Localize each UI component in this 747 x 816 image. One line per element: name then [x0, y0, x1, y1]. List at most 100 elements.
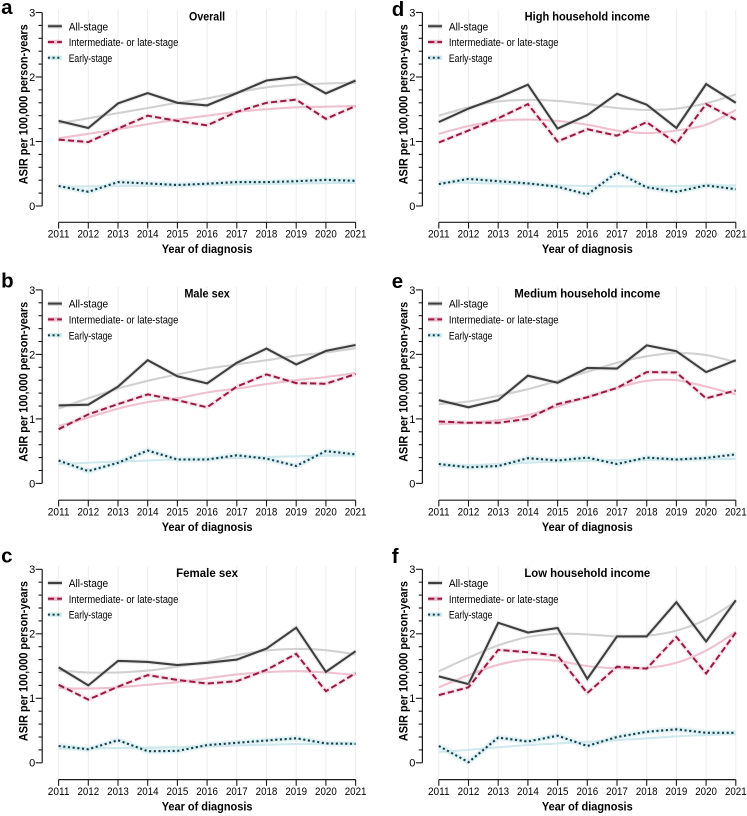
svg-text:1: 1 [409, 693, 415, 705]
svg-text:Year of diagnosis: Year of diagnosis [542, 522, 633, 534]
svg-text:2012: 2012 [77, 786, 99, 798]
svg-text:2019: 2019 [285, 506, 307, 518]
svg-text:3: 3 [409, 285, 415, 297]
svg-text:Early-stage: Early-stage [69, 53, 113, 65]
svg-text:2: 2 [409, 629, 415, 641]
svg-text:1: 1 [409, 136, 415, 148]
svg-text:2021: 2021 [345, 229, 367, 241]
svg-text:2: 2 [409, 349, 415, 361]
svg-text:2011: 2011 [428, 506, 450, 518]
svg-text:2015: 2015 [167, 506, 189, 518]
svg-text:b: b [1, 270, 14, 293]
svg-text:Intermediate- or late-stage: Intermediate- or late-stage [69, 37, 179, 49]
svg-text:2015: 2015 [167, 229, 189, 241]
svg-text:2016: 2016 [196, 229, 218, 241]
svg-text:2011: 2011 [48, 506, 70, 518]
svg-text:All-stage: All-stage [69, 578, 108, 590]
svg-text:2015: 2015 [547, 229, 569, 241]
svg-text:Early-stage: Early-stage [449, 610, 493, 622]
svg-text:2: 2 [29, 72, 35, 84]
svg-text:Intermediate- or late-stage: Intermediate- or late-stage [69, 315, 179, 327]
svg-text:High household income: High household income [525, 9, 650, 23]
svg-text:Overall: Overall [189, 9, 225, 23]
svg-text:2013: 2013 [487, 229, 509, 241]
svg-text:2012: 2012 [77, 506, 99, 518]
svg-text:2014: 2014 [517, 229, 539, 241]
svg-text:2020: 2020 [695, 786, 717, 798]
svg-text:3: 3 [29, 564, 35, 576]
svg-text:2015: 2015 [547, 506, 569, 518]
svg-text:1: 1 [29, 693, 35, 705]
svg-text:Early-stage: Early-stage [449, 53, 493, 65]
svg-text:1: 1 [29, 414, 35, 426]
svg-text:3: 3 [409, 564, 415, 576]
svg-text:2021: 2021 [345, 506, 367, 518]
svg-text:2013: 2013 [487, 506, 509, 518]
svg-text:2016: 2016 [576, 506, 598, 518]
svg-text:2020: 2020 [695, 506, 717, 518]
svg-text:2012: 2012 [458, 229, 480, 241]
svg-text:2017: 2017 [226, 506, 248, 518]
svg-text:All-stage: All-stage [449, 21, 488, 33]
svg-text:0: 0 [409, 201, 415, 213]
svg-text:2015: 2015 [167, 786, 189, 798]
svg-text:2014: 2014 [137, 229, 159, 241]
svg-text:2011: 2011 [48, 786, 70, 798]
svg-text:Year of diagnosis: Year of diagnosis [542, 801, 633, 813]
svg-text:All-stage: All-stage [69, 299, 108, 311]
svg-text:0: 0 [29, 478, 35, 490]
svg-text:2013: 2013 [487, 786, 509, 798]
svg-text:0: 0 [409, 478, 415, 490]
svg-text:ASIR per 100,000 person-years: ASIR per 100,000 person-years [19, 24, 31, 184]
svg-text:Medium household income: Medium household income [514, 287, 660, 301]
svg-text:2014: 2014 [137, 506, 159, 518]
svg-text:2016: 2016 [576, 229, 598, 241]
svg-text:2019: 2019 [666, 229, 688, 241]
svg-text:Early-stage: Early-stage [449, 330, 493, 342]
svg-text:2021: 2021 [725, 786, 747, 798]
svg-text:2: 2 [29, 349, 35, 361]
svg-text:2013: 2013 [107, 506, 129, 518]
svg-text:2020: 2020 [695, 229, 717, 241]
svg-text:2: 2 [409, 72, 415, 84]
svg-text:0: 0 [29, 201, 35, 213]
svg-text:All-stage: All-stage [449, 299, 488, 311]
svg-text:2016: 2016 [196, 786, 218, 798]
svg-text:Year of diagnosis: Year of diagnosis [162, 244, 253, 256]
svg-text:2019: 2019 [666, 506, 688, 518]
svg-text:3: 3 [29, 285, 35, 297]
svg-text:ASIR per 100,000 person-years: ASIR per 100,000 person-years [19, 302, 31, 462]
svg-text:2019: 2019 [285, 786, 307, 798]
svg-text:2019: 2019 [285, 229, 307, 241]
svg-text:2013: 2013 [107, 229, 129, 241]
svg-text:ASIR per 100,000 person-years: ASIR per 100,000 person-years [399, 302, 411, 462]
svg-text:All-stage: All-stage [449, 578, 488, 590]
svg-text:2017: 2017 [226, 786, 248, 798]
svg-text:0: 0 [29, 758, 35, 770]
svg-text:2011: 2011 [428, 229, 450, 241]
svg-text:Intermediate- or late-stage: Intermediate- or late-stage [449, 315, 559, 327]
svg-text:e: e [392, 270, 403, 293]
svg-text:2017: 2017 [606, 229, 628, 241]
svg-text:ASIR per 100,000 person-years: ASIR per 100,000 person-years [399, 581, 411, 741]
svg-text:2018: 2018 [256, 229, 278, 241]
svg-text:2020: 2020 [315, 506, 337, 518]
svg-text:ASIR per 100,000 person-years: ASIR per 100,000 person-years [19, 581, 31, 741]
svg-text:2014: 2014 [137, 786, 159, 798]
svg-text:f: f [392, 545, 399, 568]
svg-text:2021: 2021 [725, 506, 747, 518]
svg-text:2016: 2016 [576, 786, 598, 798]
svg-text:2018: 2018 [256, 506, 278, 518]
svg-text:Year of diagnosis: Year of diagnosis [162, 801, 253, 813]
svg-text:2021: 2021 [345, 786, 367, 798]
svg-text:1: 1 [409, 414, 415, 426]
svg-text:Year of diagnosis: Year of diagnosis [162, 522, 253, 534]
svg-text:All-stage: All-stage [69, 21, 108, 33]
svg-text:Early-stage: Early-stage [69, 610, 113, 622]
svg-text:2011: 2011 [48, 229, 70, 241]
svg-text:2018: 2018 [636, 229, 658, 241]
svg-text:2017: 2017 [606, 506, 628, 518]
svg-text:2012: 2012 [77, 229, 99, 241]
svg-text:2018: 2018 [636, 506, 658, 518]
svg-text:2021: 2021 [725, 229, 747, 241]
